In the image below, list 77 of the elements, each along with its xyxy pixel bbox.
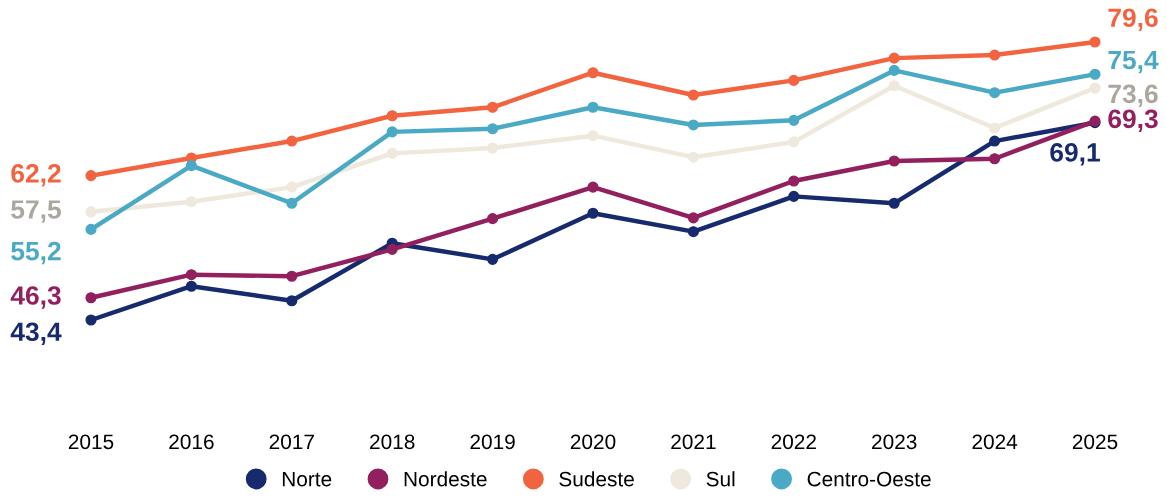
point bbox=[1089, 36, 1101, 48]
x-tick-label: 2022 bbox=[771, 434, 816, 450]
point bbox=[386, 110, 398, 122]
point bbox=[85, 223, 97, 235]
point bbox=[286, 270, 298, 282]
point bbox=[185, 196, 197, 208]
point bbox=[888, 80, 900, 92]
x-tick-label: 2016 bbox=[169, 434, 214, 450]
x-tick-label: 2015 bbox=[68, 434, 114, 450]
point bbox=[989, 49, 1001, 61]
point bbox=[85, 314, 97, 326]
point bbox=[185, 280, 197, 292]
point bbox=[487, 101, 499, 113]
x-tick-label: 2020 bbox=[570, 434, 616, 450]
legend-label: Sudeste bbox=[559, 471, 634, 487]
x-tick-label: 2025 bbox=[1072, 434, 1118, 450]
point bbox=[1089, 82, 1101, 94]
data-label: 75,4 bbox=[1108, 50, 1159, 74]
point bbox=[788, 74, 800, 86]
point bbox=[989, 122, 1001, 134]
legend-label: Sul bbox=[706, 471, 735, 487]
data-label: 73,6 bbox=[1108, 84, 1158, 107]
point bbox=[487, 253, 499, 265]
legend-label: Nordeste bbox=[404, 471, 487, 487]
data-label: 57,5 bbox=[11, 200, 61, 223]
legend-label: Centro-Oeste bbox=[807, 471, 931, 487]
point bbox=[386, 126, 398, 138]
point bbox=[587, 181, 599, 193]
x-tick-label: 2017 bbox=[269, 434, 314, 450]
point bbox=[888, 155, 900, 167]
point bbox=[587, 101, 599, 113]
data-label: 55,2 bbox=[11, 241, 61, 265]
x-tick-label: 2023 bbox=[872, 434, 917, 450]
point bbox=[85, 170, 97, 182]
point bbox=[687, 89, 699, 101]
point bbox=[989, 153, 1001, 165]
x-tick-label: 2021 bbox=[671, 434, 716, 450]
data-label: 46,3 bbox=[10, 286, 61, 309]
point bbox=[286, 197, 298, 209]
point bbox=[85, 206, 97, 218]
data-label: 69,3 bbox=[1108, 109, 1158, 133]
point bbox=[888, 197, 900, 209]
data-label: 79,6 bbox=[1108, 8, 1158, 31]
point bbox=[587, 207, 599, 219]
data-label: 69,1 bbox=[1050, 143, 1100, 166]
data-label: 43,4 bbox=[10, 322, 62, 345]
data-label: 62,2 bbox=[11, 164, 61, 187]
point bbox=[487, 142, 499, 154]
point bbox=[185, 160, 197, 172]
x-tick-label: 2024 bbox=[972, 434, 1018, 450]
point bbox=[286, 135, 298, 147]
point bbox=[185, 269, 197, 281]
point bbox=[687, 119, 699, 131]
point bbox=[687, 226, 699, 238]
point bbox=[687, 151, 699, 163]
x-tick-label: 2018 bbox=[370, 434, 415, 450]
point bbox=[286, 181, 298, 193]
point bbox=[888, 64, 900, 76]
point bbox=[1089, 68, 1101, 80]
legend-label: Norte bbox=[282, 471, 332, 487]
point bbox=[687, 212, 699, 224]
point bbox=[85, 292, 97, 304]
point bbox=[587, 67, 599, 79]
point bbox=[989, 135, 1001, 147]
point bbox=[788, 175, 800, 187]
point bbox=[386, 243, 398, 255]
point bbox=[487, 213, 499, 225]
point bbox=[788, 114, 800, 126]
point bbox=[286, 295, 298, 307]
x-tick-label: 2019 bbox=[470, 434, 515, 450]
point bbox=[888, 52, 900, 64]
point bbox=[788, 190, 800, 202]
point bbox=[587, 130, 599, 142]
point bbox=[386, 147, 398, 159]
point bbox=[788, 136, 800, 148]
point bbox=[989, 87, 1001, 99]
point bbox=[487, 123, 499, 135]
